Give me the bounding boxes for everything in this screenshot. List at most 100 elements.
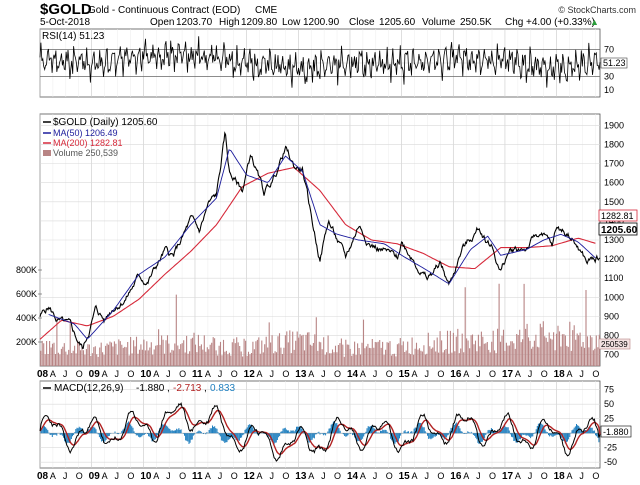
price-tick-label: 1200 [604, 254, 624, 264]
x-year-label: 15 [399, 471, 411, 482]
price-tick-label: 700 [604, 350, 619, 360]
x-month-label: A [102, 369, 108, 379]
chart-date: 5-Oct-2018 [40, 17, 90, 28]
macd-tick-label: -25 [604, 443, 617, 453]
x-month-label: O [282, 471, 289, 481]
x-year-label: 16 [450, 369, 462, 380]
close-tag-value: 1205.60 [601, 225, 638, 236]
x-month-label: O [127, 471, 134, 481]
x-year-label: 15 [399, 369, 411, 380]
exchange: CME [255, 5, 278, 16]
price-tick-label: 1000 [604, 292, 624, 302]
rsi-tick-label: 30 [604, 72, 614, 82]
x-month-label: J [476, 369, 481, 379]
rsi-panel: RSI(14) 51.23 70503010 51.23 [39, 28, 628, 98]
x-month-label: A [205, 369, 211, 379]
price-legend: $GOLD (Daily) 1205.60 MA(50) 1206.49 MA(… [43, 117, 158, 158]
close-label: Close [349, 17, 375, 28]
close-tag-box [598, 222, 638, 236]
price-tick-label: 1900 [604, 120, 624, 130]
x-year-label: 10 [140, 471, 152, 482]
x-month-label: J [528, 471, 533, 481]
macd-tick-label: 75 [604, 385, 614, 395]
x-year-label: 16 [450, 471, 462, 482]
x-month-label: A [515, 471, 521, 481]
x-year-label: 13 [295, 471, 307, 482]
x-month-label: O [76, 471, 83, 481]
x-month-label: O [592, 369, 599, 379]
x-month-label: J [218, 471, 223, 481]
x-month-label: A [102, 471, 108, 481]
macd-frame [39, 380, 601, 469]
x-year-label: 12 [244, 471, 256, 482]
x-month-label: J [166, 471, 171, 481]
macd-legend-signal: -2.713 [173, 383, 202, 394]
price-panel: $GOLD (Daily) 1205.60 MA(50) 1206.49 MA(… [16, 113, 638, 367]
x-year-label: 11 [192, 471, 203, 482]
x-month-label: O [541, 471, 548, 481]
x-month-label: J [373, 369, 378, 379]
price-tick-label: 1700 [604, 159, 624, 169]
price-legend-title: $GOLD (Daily) 1205.60 [53, 117, 158, 128]
macd-legend-sep2: , [204, 383, 207, 394]
x-month-label: J [269, 369, 274, 379]
x-year-label: 13 [295, 369, 307, 380]
x-month-label: O [541, 369, 548, 379]
x-year-label: 12 [244, 369, 256, 380]
macd-value-label: -1.880 [603, 427, 629, 437]
x-month-label: J [166, 369, 171, 379]
x-month-label: A [567, 369, 573, 379]
x-month-label: J [424, 471, 429, 481]
legend-volume: Volume 250,539 [53, 148, 118, 158]
x-month-label: J [63, 369, 68, 379]
x-month-label: O [334, 369, 341, 379]
macd-legend-label: MACD(12,26,9) [54, 383, 123, 394]
x-year-label: 14 [347, 369, 359, 380]
chart-header: $GOLD Gold - Continuous Contract (EOD) C… [40, 1, 636, 28]
volume-value: 250.5K [460, 17, 492, 28]
volume-y-ticks: 800K 600K 400K 200K [16, 265, 42, 347]
low-value: 1200.90 [303, 17, 340, 28]
volume-tag-box [598, 338, 631, 350]
symbol-name: Gold - Continuous Contract (EOD) [88, 5, 240, 16]
x-year-label: 08 [37, 369, 49, 380]
macd-line [39, 402, 601, 462]
macd-tick-label: 25 [604, 414, 614, 424]
macd-legend-hist: 0.833 [210, 383, 235, 394]
x-month-label: O [386, 369, 393, 379]
price-grid [39, 114, 600, 366]
x-month-label: A [308, 471, 314, 481]
x-year-label: 14 [347, 471, 359, 482]
x-year-label: 18 [554, 369, 566, 380]
x-axis-band [40, 367, 600, 380]
x-axis: 08 A J O 09 A J O 10 A J O 11 A J O 12 A J O 13 A J O 14 A J O 15 A J O… [37, 367, 600, 482]
low-label: Low [282, 17, 301, 28]
open-label: Open [150, 17, 174, 28]
macd-tick-label: -50 [604, 457, 617, 467]
price-line [39, 131, 601, 349]
close-value: 1205.60 [379, 17, 416, 28]
rsi-tick-label: 10 [604, 85, 614, 95]
legend-ma200: MA(200) 1282.81 [53, 138, 123, 148]
x-month-label: A [515, 369, 521, 379]
rsi-tick-label: 70 [604, 44, 614, 54]
x-month-label: A [360, 369, 366, 379]
x-month-label: A [205, 471, 211, 481]
x-month-label: J [114, 369, 119, 379]
x-month-label: A [360, 471, 366, 481]
x-month-label: A [50, 369, 56, 379]
x-month-label: J [321, 369, 326, 379]
x-month-label: J [579, 471, 584, 481]
x-year-label: 08 [37, 471, 49, 482]
x-month-label: A [153, 369, 159, 379]
chg-value: +4.00 (+0.33%) [526, 17, 595, 28]
x-month-label: J [476, 471, 481, 481]
x-month-label: O [386, 471, 393, 481]
price-y-ticks: 1900180017001600150014001300120011001000… [604, 120, 624, 359]
open-value: 1203.70 [176, 17, 213, 28]
x-month-label: A [412, 369, 418, 379]
volume-bars [40, 283, 600, 366]
macd-legend-sep1: , [167, 383, 170, 394]
x-month-label: A [567, 471, 573, 481]
